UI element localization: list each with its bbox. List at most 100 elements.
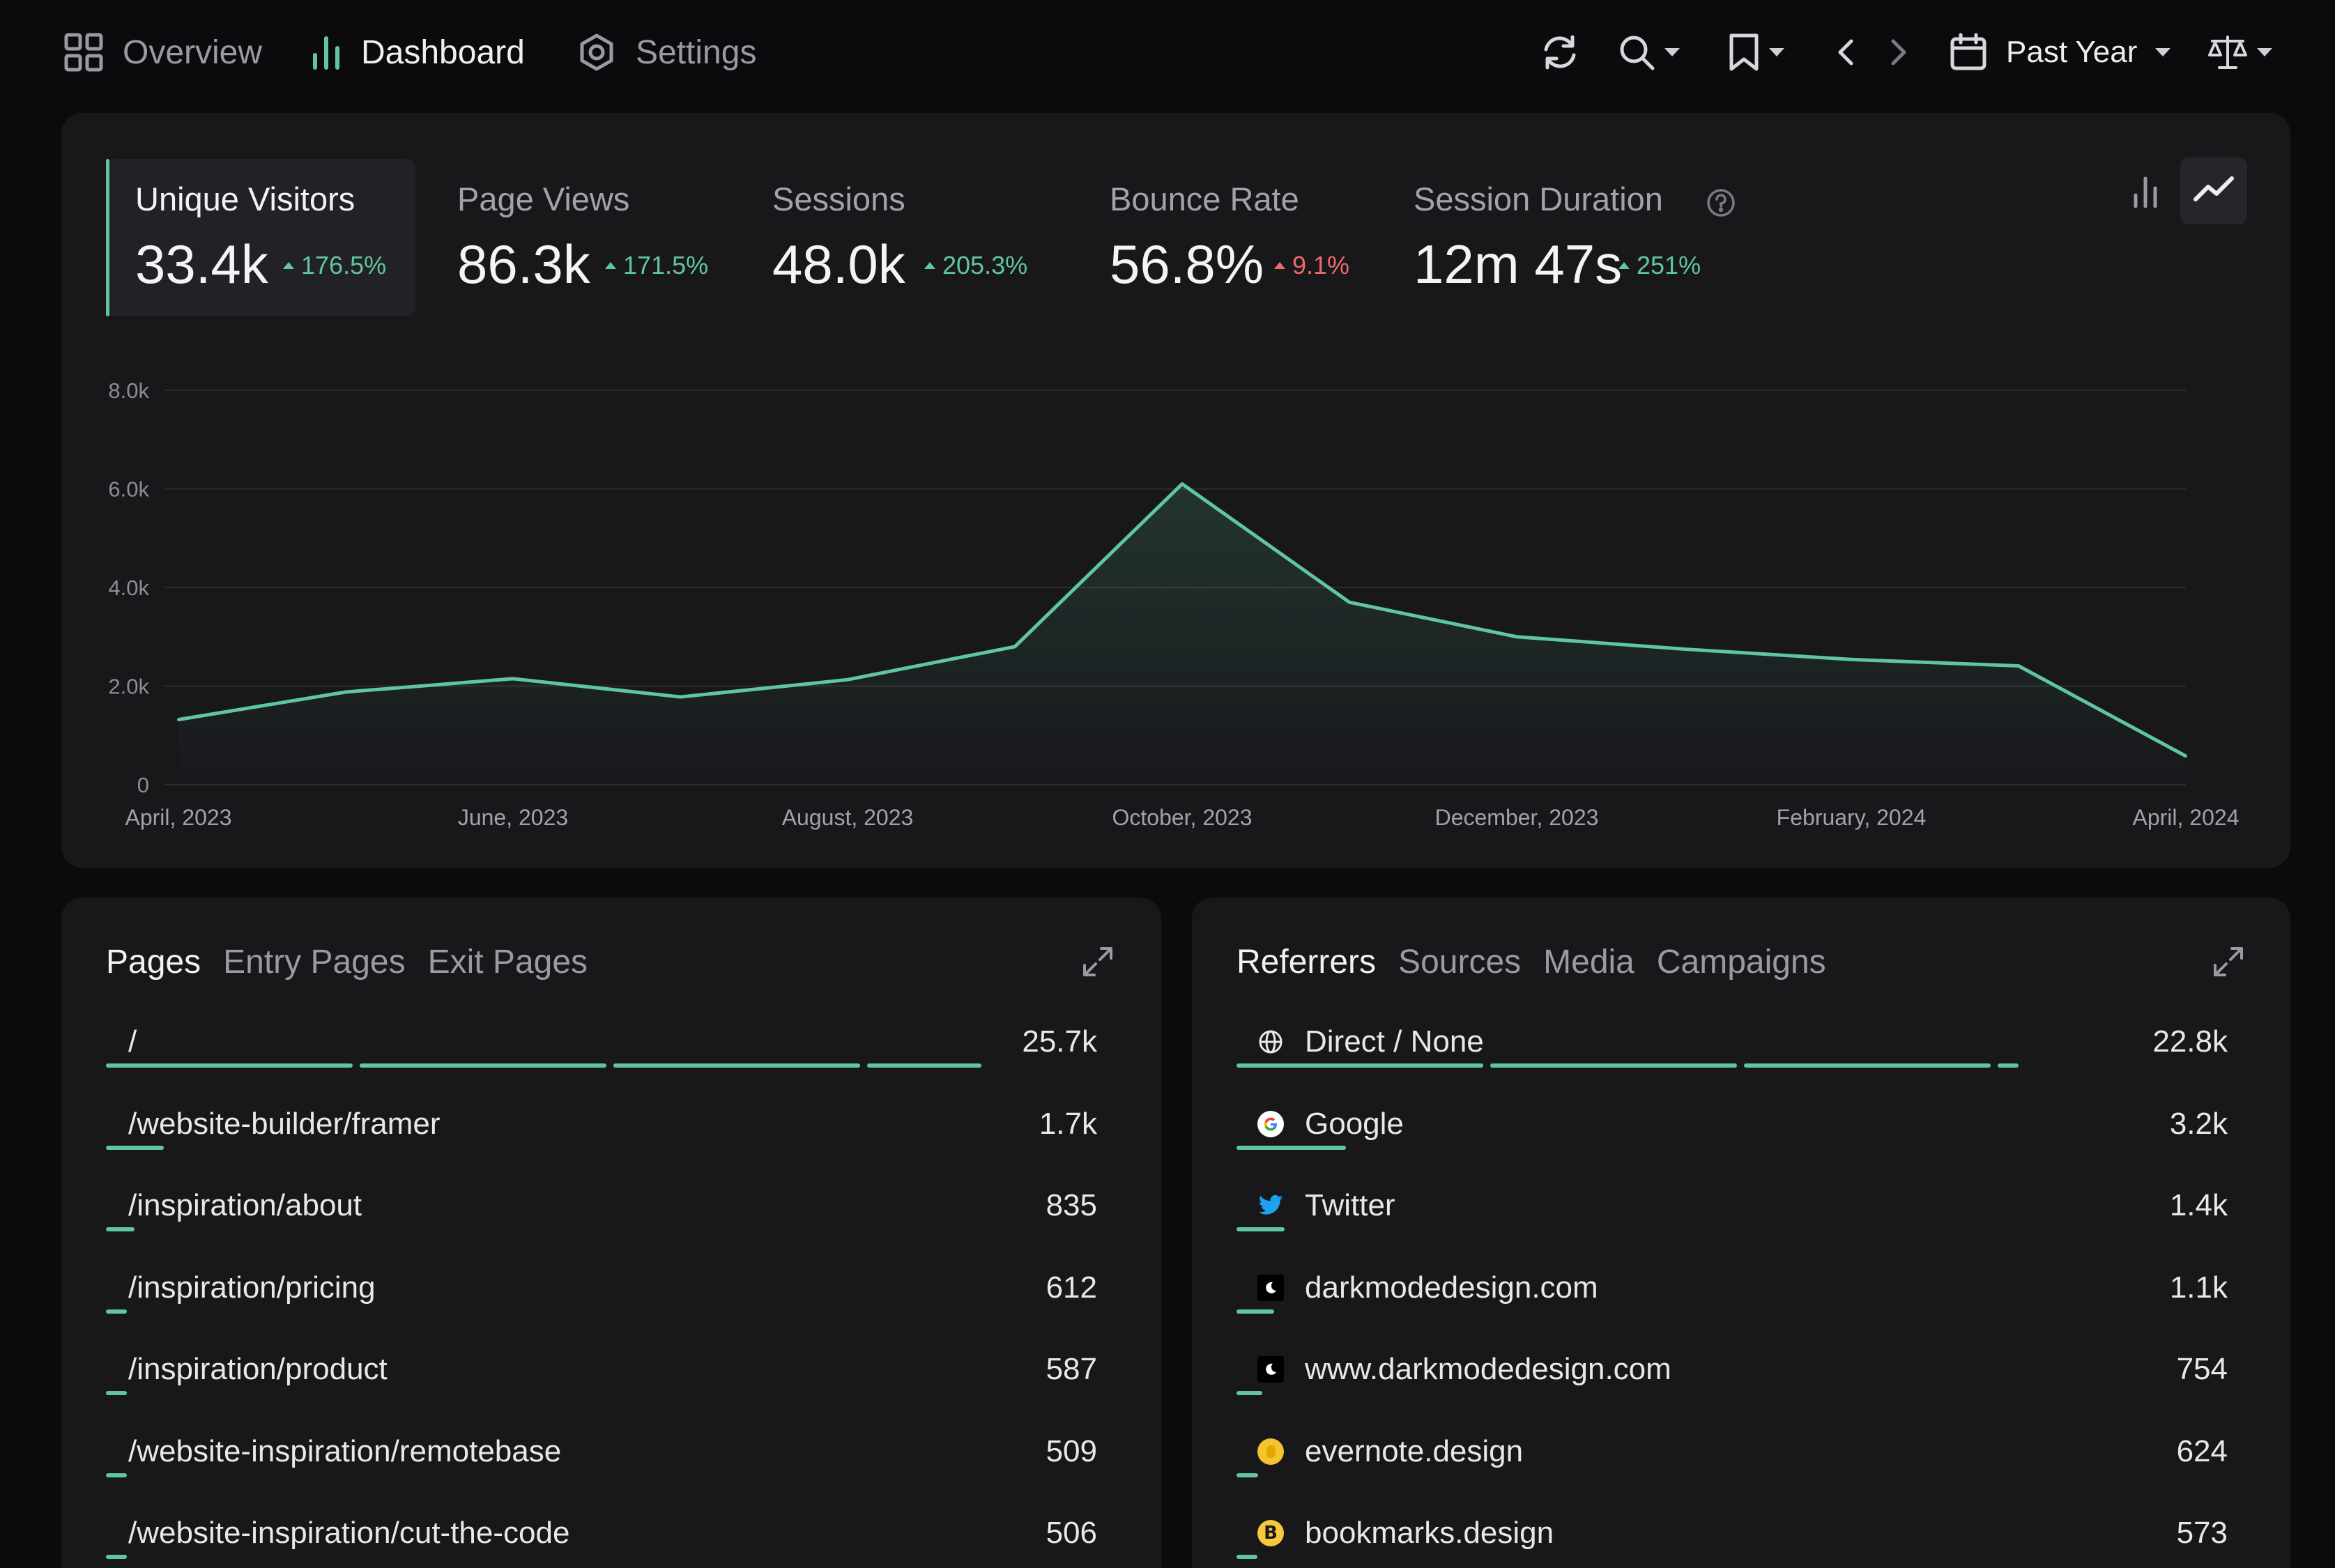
data-point[interactable] (1850, 658, 1853, 661)
nav-overview[interactable]: Overview (64, 28, 262, 77)
bar-chart-icon (313, 36, 339, 70)
page-row[interactable]: /website-builder/framer 1.7k (106, 1097, 1117, 1178)
refresh-button[interactable] (1540, 24, 1579, 80)
y-tick-label: 0 (137, 773, 149, 797)
x-tick-label: February, 2024 (1777, 805, 1927, 830)
row-value: 1.1k (2169, 1270, 2228, 1305)
bar-chart-icon (2134, 176, 2157, 208)
metric-label: Page Views (457, 180, 630, 217)
referrer-row[interactable]: evernote.design 624 (1237, 1424, 2247, 1506)
row-progress-bar (1237, 1473, 1265, 1477)
data-point[interactable] (2017, 664, 2020, 668)
nav-dashboard[interactable]: Dashboard (311, 28, 525, 77)
tab-media[interactable]: Media (1543, 943, 1634, 981)
tab-exit-pages[interactable]: Exit Pages (427, 943, 588, 981)
row-label-text: / (128, 1024, 137, 1059)
nav-settings[interactable]: Settings (577, 28, 756, 77)
scale-icon (2208, 36, 2247, 69)
data-point[interactable] (1348, 601, 1351, 604)
moon-icon (1257, 1274, 1284, 1301)
metric-unique-visitors[interactable]: Unique Visitors 33.4k 176.5% (106, 159, 415, 316)
tab-pages[interactable]: Pages (106, 943, 201, 981)
page-row[interactable]: /inspiration/product 587 (106, 1342, 1117, 1424)
tab-campaigns[interactable]: Campaigns (1656, 943, 1826, 981)
row-label: www.darkmodedesign.com (1257, 1352, 1671, 1387)
bookmark-button[interactable] (1727, 24, 1784, 80)
chevron-down-icon (1769, 48, 1784, 56)
data-point[interactable] (1181, 482, 1184, 486)
y-tick-label: 2.0k (108, 675, 149, 699)
next-period-button[interactable] (1885, 24, 1913, 80)
active-indicator (106, 159, 109, 316)
referrer-row[interactable]: Direct / None 22.8k (1237, 1015, 2247, 1096)
search-button[interactable] (1617, 24, 1680, 80)
row-progress-bar (106, 1555, 134, 1559)
row-value: 1.7k (1039, 1106, 1097, 1141)
chevron-right-icon (1891, 39, 1906, 66)
line-chart-toggle[interactable] (2180, 157, 2247, 224)
page-row[interactable]: / 25.7k (106, 1015, 1117, 1096)
previous-period-button[interactable] (1832, 24, 1860, 80)
page-row[interactable]: /website-inspiration/cut-the-code 506 (106, 1506, 1117, 1568)
referrer-row[interactable]: Twitter 1.4k (1237, 1178, 2247, 1260)
globe-icon (1257, 1029, 1284, 1055)
chevron-left-icon (1838, 39, 1853, 66)
metric-page-views[interactable]: Page Views 86.3k 171.5% (457, 159, 722, 316)
compare-button[interactable] (2207, 24, 2272, 80)
row-label: /website-builder/framer (128, 1107, 441, 1142)
metric-bounce-rate[interactable]: Bounce Rate 56.8% 9.1% (1110, 159, 1375, 316)
x-tick-label: December, 2023 (1435, 805, 1599, 830)
row-progress-bar (1237, 1227, 1292, 1231)
row-progress-bar (1237, 1391, 1269, 1395)
tab-referrers[interactable]: Referrers (1237, 943, 1377, 981)
help-icon[interactable] (1706, 188, 1736, 217)
row-progress-bar (1237, 1555, 1264, 1559)
row-label-text: Twitter (1305, 1188, 1395, 1222)
expand-icon[interactable] (2211, 944, 2246, 979)
row-value: 509 (1046, 1434, 1097, 1468)
line-chart-icon (2194, 176, 2234, 201)
data-point[interactable] (1683, 647, 1685, 651)
chevron-down-icon (1664, 48, 1680, 56)
tab-sources[interactable]: Sources (1398, 943, 1522, 981)
metric-session-duration[interactable]: Session Duration 12m 47s 251% (1414, 159, 1776, 316)
bar-chart-toggle[interactable] (2123, 163, 2168, 222)
row-progress-bar (106, 1227, 141, 1231)
data-point[interactable] (177, 718, 180, 721)
search-icon (1620, 36, 1655, 70)
metric-sessions[interactable]: Sessions 48.0k 205.3% (772, 159, 1051, 316)
date-range-picker[interactable]: Past Year (1949, 24, 2171, 80)
bookmarks-icon: B (1257, 1520, 1284, 1546)
metric-label: Unique Visitors (135, 180, 355, 217)
referrer-row[interactable]: darkmodedesign.com 1.1k (1237, 1261, 2247, 1342)
referrer-row[interactable]: www.darkmodedesign.com 754 (1237, 1342, 2247, 1424)
data-point[interactable] (512, 677, 514, 680)
arrow-up-icon (605, 262, 616, 269)
row-progress-bar (1237, 1063, 2026, 1068)
row-label: Direct / None (1257, 1024, 1484, 1059)
row-label-text: /inspiration/about (128, 1188, 362, 1222)
row-label: / (128, 1024, 137, 1059)
row-label-text: /inspiration/product (128, 1352, 388, 1386)
metric-value: 48.0k (772, 233, 905, 295)
tab-entry-pages[interactable]: Entry Pages (223, 943, 406, 981)
row-label: /website-inspiration/cut-the-code (128, 1516, 569, 1551)
bookmark-icon (1729, 33, 1759, 71)
page-row[interactable]: /inspiration/pricing 612 (106, 1261, 1117, 1342)
row-label: Google (1257, 1107, 1404, 1142)
metric-change-value: 251% (1637, 251, 1701, 279)
data-point[interactable] (846, 678, 849, 682)
page-row[interactable]: /inspiration/about 835 (106, 1178, 1117, 1260)
page-row[interactable]: /website-inspiration/remotebase 509 (106, 1424, 1117, 1506)
data-point[interactable] (679, 695, 682, 699)
metric-value: 56.8% (1110, 233, 1264, 295)
data-point[interactable] (2184, 754, 2187, 758)
expand-icon[interactable] (1080, 944, 1115, 979)
pages-tabs: Pages Entry Pages Exit Pages (106, 934, 610, 990)
data-point[interactable] (344, 690, 347, 693)
row-progress-bar (106, 1473, 134, 1477)
data-point[interactable] (1013, 645, 1016, 648)
referrer-row[interactable]: Google 3.2k (1237, 1097, 2247, 1178)
data-point[interactable] (1515, 635, 1518, 638)
